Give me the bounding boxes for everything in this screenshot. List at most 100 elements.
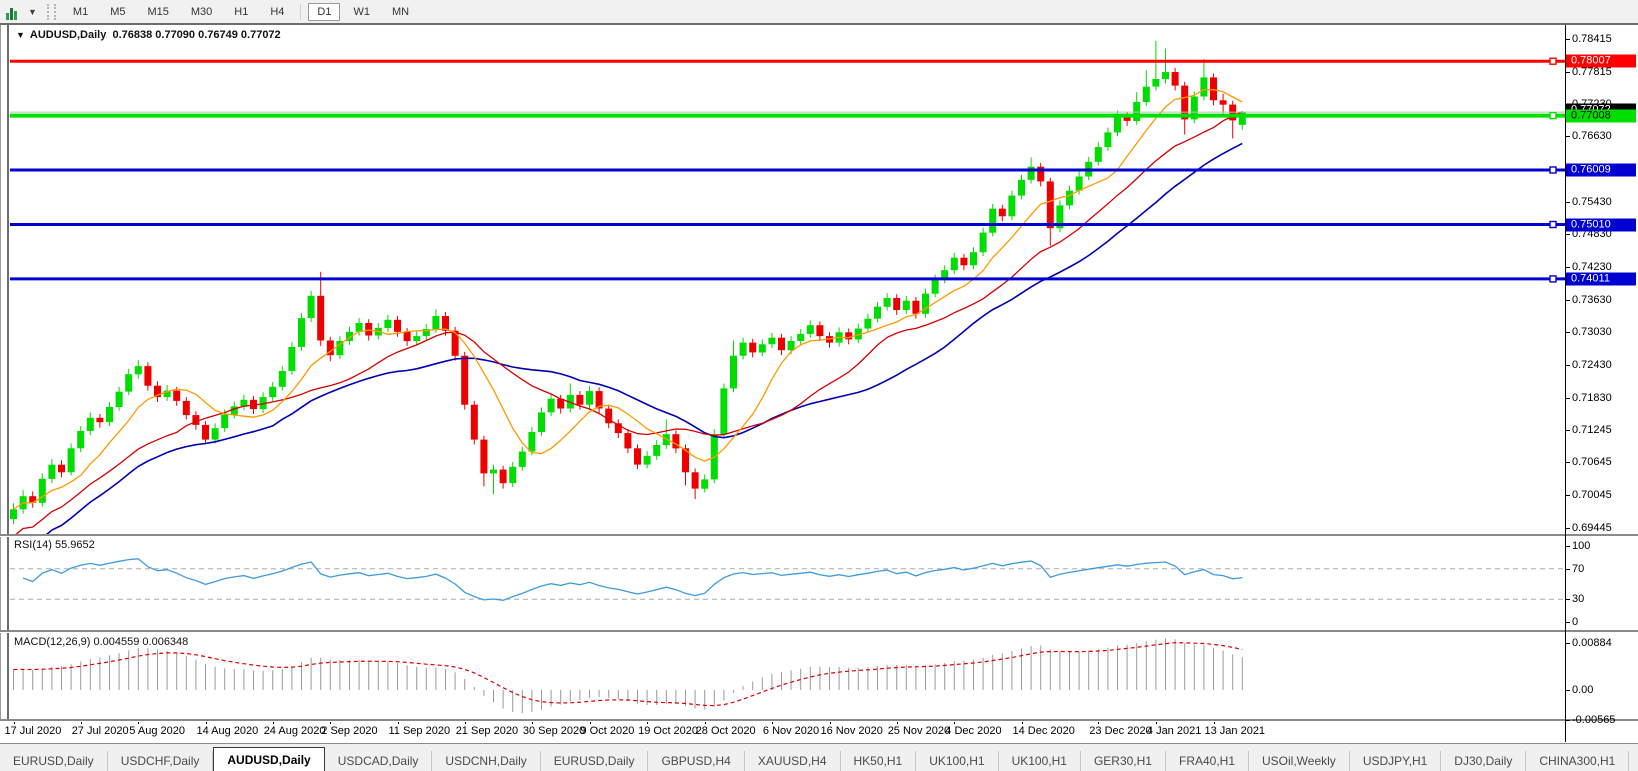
chart-tab-audusd-daily[interactable]: AUDUSD,Daily [213, 747, 325, 771]
timeframe-button-m5[interactable]: M5 [110, 5, 126, 18]
rsi-tick-mark [1565, 546, 1570, 547]
timeframe-button-h4[interactable]: H4 [270, 5, 285, 18]
chart-tab-xauusd-h4[interactable]: XAUUSD,H4 [745, 751, 841, 771]
price-tick-label: 0.74230 [1572, 260, 1612, 273]
date-label: 4 Jan 2021 [1146, 725, 1202, 737]
date-tick-mark [829, 720, 831, 724]
price-axis[interactable] [1565, 25, 1566, 742]
date-label: 11 Sep 2020 [388, 725, 451, 737]
date-tick-mark [205, 720, 207, 724]
price-tick-mark [1565, 299, 1570, 301]
chart-tab-china300-h1[interactable]: CHINA300,H1 [1526, 751, 1630, 771]
chart-tab-hk50-h1[interactable]: HK50,H1 [841, 751, 917, 771]
time-axis[interactable]: 17 Jul 2020 27 Jul 2020 5 Aug 2020 14 Aug 2… [0, 720, 1638, 743]
macd-tick-label: 0.00 [1572, 684, 1594, 696]
chart-tab-usdchf-daily[interactable]: USDCHF,Daily [108, 751, 214, 771]
chart-tab-usoil-[interactable]: USOil, [1629, 751, 1638, 771]
date-label: 25 Nov 2020 [887, 725, 951, 737]
price-tick-label: 0.73630 [1572, 293, 1612, 306]
date-label: 28 Oct 2020 [695, 725, 756, 737]
date-tick-mark [954, 720, 956, 724]
price-tick-mark [1565, 429, 1570, 431]
macd-tick-label: 0.00884 [1572, 637, 1612, 649]
price-tick-mark [1565, 332, 1570, 334]
rsi-tick-label: 0 [1572, 616, 1579, 628]
date-tick-mark [896, 720, 898, 724]
chart-tab-gbpusd-h4[interactable]: GBPUSD,H4 [648, 751, 745, 771]
price-tick-label: 0.71830 [1572, 391, 1612, 404]
chart-tab-dj30-daily[interactable]: DJ30,Daily [1441, 751, 1527, 771]
date-tick-mark [464, 720, 466, 724]
date-label: 9 Oct 2020 [580, 725, 635, 737]
timeframe-button-mn[interactable]: MN [391, 5, 410, 18]
chart-tab-uk100-h1[interactable]: UK100,H1 [916, 751, 999, 771]
chevron-down-icon[interactable]: ▼ [28, 6, 37, 17]
price-tick-label: 0.75430 [1572, 195, 1612, 208]
chart-window-border-left [0, 25, 1, 743]
macd-date-separator [0, 719, 1638, 722]
chart-menu-caret-icon[interactable]: ▼ [16, 30, 25, 40]
rsi-tick-mark [1565, 622, 1570, 623]
macd-tick-label: -0.00565 [1572, 714, 1616, 727]
date-label: 17 Jul 2020 [4, 725, 62, 737]
date-label: 2 Sep 2020 [321, 725, 378, 737]
timeframe-button-h1[interactable]: H1 [234, 5, 249, 18]
price-tick-label: 0.77815 [1572, 65, 1612, 78]
chart-tab-eurusd-daily[interactable]: EURUSD,Daily [0, 751, 108, 771]
price-tick-mark [1565, 234, 1570, 236]
price-tick-mark [1565, 39, 1570, 40]
chart-tab-usdcad-daily[interactable]: USDCAD,Daily [325, 751, 433, 771]
rsi-label: RSI(14) 55.9652 [14, 539, 95, 551]
chart-title: ▼ AUDUSD,Daily 0.76838 0.77090 0.76749 0.… [16, 29, 281, 41]
date-label: 13 Jan 2021 [1204, 725, 1266, 737]
chart-tab-ger30-h1[interactable]: GER30,H1 [1081, 751, 1166, 771]
date-tick-mark [531, 720, 533, 724]
date-label: 21 Sep 2020 [455, 725, 519, 737]
date-label: 14 Aug 2020 [196, 725, 259, 737]
rsi-tick-label: 100 [1572, 540, 1591, 552]
chart-objects-icon[interactable] [4, 3, 26, 21]
price-line-label: 0.74011 [1566, 272, 1636, 286]
rsi-tick-mark [1565, 568, 1570, 570]
price-tick-label: 0.69445 [1572, 521, 1612, 534]
macd-tick-mark [1565, 643, 1570, 644]
price-tick-label: 0.78415 [1572, 33, 1612, 45]
chart-tab-uk100-h1[interactable]: UK100,H1 [999, 751, 1081, 771]
date-tick-mark [1021, 720, 1023, 724]
price-tick-mark [1565, 201, 1570, 203]
chart-tab-usdcnh-daily[interactable]: USDCNH,Daily [432, 751, 541, 771]
rsi-macd-separator[interactable] [0, 630, 1638, 633]
price-tick-label: 0.71245 [1572, 423, 1612, 436]
timeframe-button-m15[interactable]: M15 [147, 5, 169, 18]
timeframe-button-w1[interactable]: W1 [353, 5, 370, 18]
chart-tabs-bar: EURUSD,Daily USDCHF,Daily AUDUSD,Daily USDC… [0, 743, 1638, 771]
price-tick-mark [1565, 266, 1570, 268]
main-rsi-separator[interactable] [0, 534, 1638, 537]
price-tick-mark [1565, 462, 1570, 464]
date-tick-mark [589, 720, 591, 724]
date-label: 16 Nov 2020 [820, 725, 883, 737]
timeframe-button-d1[interactable]: D1 [308, 2, 341, 21]
date-label: 5 Aug 2020 [129, 725, 185, 737]
price-tick-label: 0.70645 [1572, 456, 1612, 469]
chart-symbol-timeframe: AUDUSD,Daily [29, 29, 107, 41]
chart-tab-usdjpy-h1[interactable]: USDJPY,H1 [1350, 751, 1442, 771]
chart-tab-fra40-h1[interactable]: FRA40,H1 [1166, 751, 1250, 771]
toolbar-grip[interactable] [46, 3, 56, 20]
date-tick-mark [647, 720, 649, 724]
timeframe-button-m1[interactable]: M1 [72, 5, 89, 18]
chart-tab-eurusd-daily[interactable]: EURUSD,Daily [541, 751, 649, 771]
macd-tick-mark [1565, 720, 1570, 722]
chart-tab-usoil-weekly[interactable]: USOil,Weekly [1249, 751, 1350, 771]
timeframe-button-m30[interactable]: M30 [190, 5, 213, 18]
date-tick-mark [397, 720, 399, 724]
price-tick-mark [1565, 494, 1570, 496]
chart-window-border-inner [7, 25, 9, 743]
date-label: 4 Dec 2020 [945, 725, 1002, 737]
date-label: 30 Sep 2020 [522, 725, 586, 737]
price-tick-mark [1565, 71, 1570, 73]
date-label: 23 Dec 2020 [1089, 725, 1152, 737]
rsi-tick-mark [1565, 599, 1570, 601]
